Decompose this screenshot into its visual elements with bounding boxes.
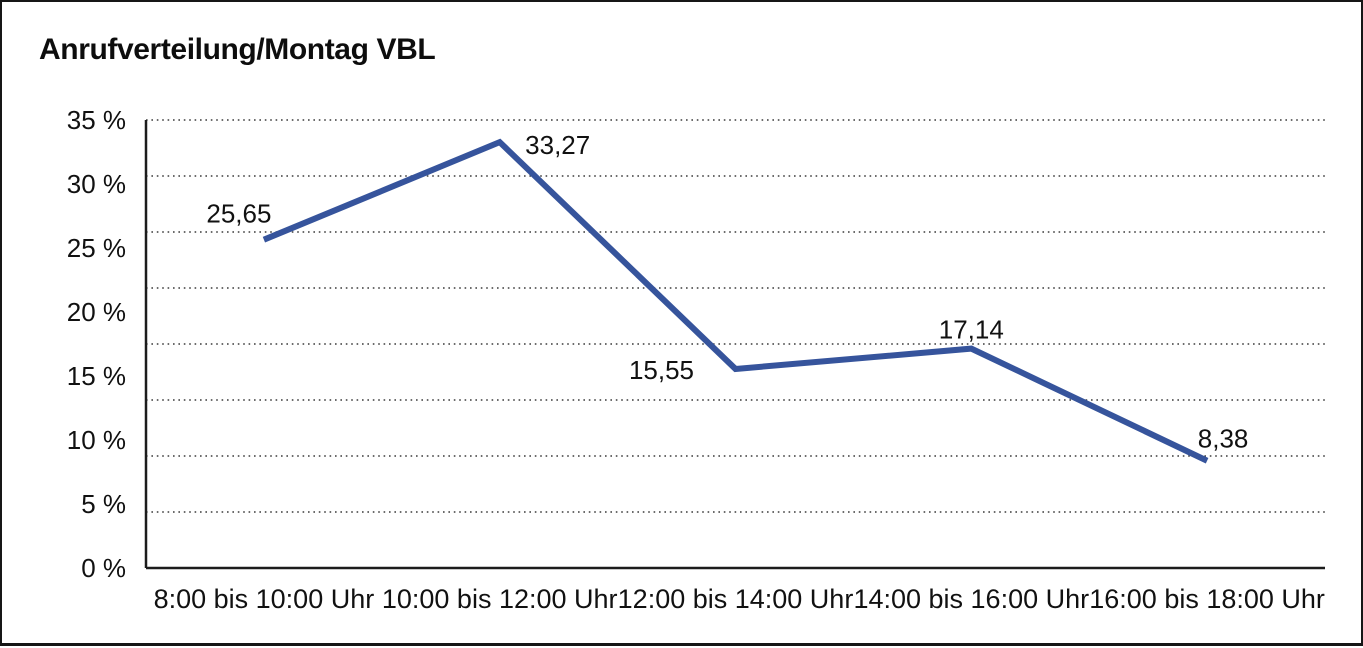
x-axis-category-label: 12:00 bis 14:00 Uhr: [618, 584, 854, 614]
y-axis-tick-label: 35 %: [67, 105, 126, 135]
y-axis-tick-label: 20 %: [67, 297, 126, 327]
y-axis-tick-label: 30 %: [67, 169, 126, 199]
data-point-label: 17,14: [939, 315, 1004, 345]
data-point-label: 15,55: [629, 355, 694, 385]
y-axis-tick-label: 25 %: [67, 233, 126, 263]
data-point-label: 25,65: [206, 199, 271, 229]
x-axis-category-label: 10:00 bis 12:00 Uhr: [382, 584, 618, 614]
y-axis-tick-label: 5 %: [81, 489, 126, 519]
x-axis-category-label: 16:00 bis 18:00 Uhr: [1089, 584, 1325, 614]
data-point-label: 8,38: [1198, 424, 1249, 454]
data-line: [262, 138, 1209, 464]
x-axis-category-label: 14:00 bis 16:00 Uhr: [853, 584, 1089, 614]
data-point-label: 33,27: [525, 130, 590, 160]
chart-title: Anrufverteilung/Montag VBL: [39, 33, 436, 66]
y-axis-tick-label: 15 %: [67, 361, 126, 391]
y-axis-tick-label: 0 %: [81, 553, 126, 583]
y-axis-tick-label: 10 %: [67, 425, 126, 455]
x-axis-category-label: 8:00 bis 10:00 Uhr: [154, 584, 375, 614]
